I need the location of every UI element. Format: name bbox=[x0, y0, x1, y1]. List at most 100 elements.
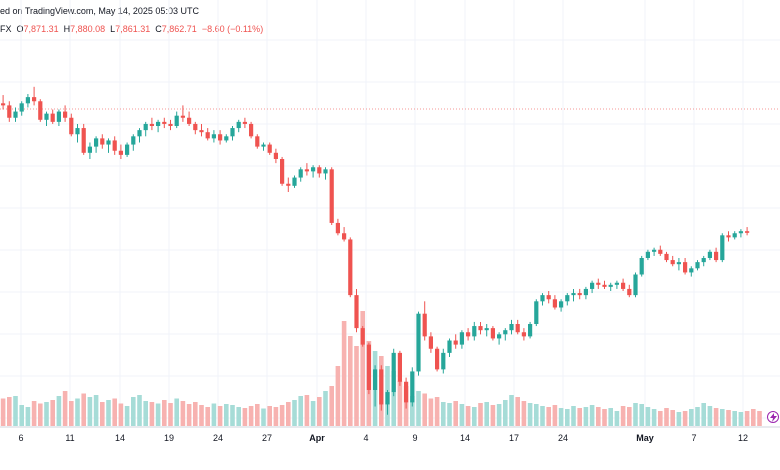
volume-bar bbox=[267, 406, 272, 426]
candle-body bbox=[156, 121, 161, 126]
lightning-bolt-icon[interactable] bbox=[767, 411, 779, 423]
candle-body bbox=[404, 381, 409, 403]
volume-bar bbox=[447, 403, 452, 426]
volume-bar bbox=[472, 407, 477, 426]
volume-bar bbox=[751, 409, 756, 426]
volume-bar bbox=[744, 411, 750, 426]
volume-bar bbox=[193, 402, 198, 426]
volume-bar bbox=[230, 405, 235, 426]
candle-body bbox=[478, 326, 483, 331]
volume-bar bbox=[583, 407, 589, 426]
volume-bar bbox=[422, 393, 427, 426]
volume-bar bbox=[44, 402, 49, 426]
candle-body bbox=[701, 258, 706, 263]
chart-grid bbox=[0, 0, 780, 427]
candle-body bbox=[596, 282, 601, 285]
volume-bar bbox=[248, 406, 254, 426]
candle-body bbox=[205, 132, 210, 139]
volume-bar bbox=[434, 397, 440, 426]
candle-body bbox=[738, 231, 743, 234]
candle-body bbox=[100, 138, 105, 145]
candle-body bbox=[391, 352, 396, 393]
volume-bar bbox=[552, 405, 558, 426]
volume-bar bbox=[31, 401, 37, 426]
volume-bar bbox=[441, 402, 446, 426]
volume-bar bbox=[589, 405, 595, 426]
candle-body bbox=[410, 371, 415, 403]
volume-bar bbox=[527, 403, 533, 426]
candle-body bbox=[559, 301, 564, 308]
candle-body bbox=[509, 324, 514, 331]
candle-body bbox=[162, 121, 167, 124]
candle-body bbox=[230, 128, 235, 137]
volume-bar bbox=[62, 391, 68, 426]
candle-body bbox=[199, 130, 204, 133]
ohlc-legend: FX O7,871.31 H7,880.08 L7,861.31 C7,862.… bbox=[0, 24, 263, 34]
candle-body bbox=[342, 233, 347, 240]
x-tick-label: 12 bbox=[738, 433, 748, 443]
candle-body bbox=[490, 328, 495, 339]
candle-body bbox=[329, 169, 334, 223]
volume-bar bbox=[540, 406, 545, 426]
candle-body bbox=[503, 330, 508, 335]
candle-body bbox=[366, 344, 371, 390]
candle-body bbox=[397, 352, 402, 382]
close-label: C bbox=[155, 24, 162, 34]
volume-bar bbox=[503, 400, 508, 426]
candle-body bbox=[131, 136, 136, 145]
candle-body bbox=[19, 103, 24, 112]
volume-bar bbox=[310, 401, 316, 426]
candle-body bbox=[466, 332, 471, 337]
candle-body bbox=[453, 340, 458, 345]
volume-bar bbox=[639, 404, 644, 426]
x-tick-label: Apr bbox=[309, 433, 325, 443]
candle-body bbox=[149, 123, 154, 126]
candle-body bbox=[261, 144, 266, 147]
candle-body bbox=[472, 326, 477, 337]
volume-bar bbox=[292, 400, 297, 426]
candle-body bbox=[174, 115, 179, 126]
candle-body bbox=[385, 392, 390, 405]
candle-body bbox=[335, 222, 340, 234]
candle-body bbox=[273, 152, 278, 159]
x-tick-label: 7 bbox=[691, 433, 696, 443]
volume-bar bbox=[397, 381, 403, 426]
candle-body bbox=[521, 332, 526, 337]
volume-bar bbox=[236, 407, 241, 426]
volume-bar bbox=[732, 411, 737, 426]
volume-bar bbox=[217, 406, 223, 426]
volume-bar bbox=[273, 407, 279, 426]
volume-bar bbox=[515, 397, 520, 426]
x-tick-label: 14 bbox=[460, 433, 470, 443]
volume-bar bbox=[149, 402, 155, 426]
candle-body bbox=[32, 97, 37, 102]
volume-bar bbox=[124, 406, 130, 426]
volume-bar bbox=[478, 403, 483, 426]
volume-bar bbox=[112, 398, 117, 426]
volume-bar bbox=[7, 397, 12, 426]
candle-body bbox=[1, 103, 6, 106]
candle-body bbox=[379, 369, 384, 405]
volume-bar bbox=[633, 403, 638, 426]
candle-body bbox=[645, 251, 650, 258]
volume-bar bbox=[602, 409, 607, 426]
candle-body bbox=[726, 235, 731, 238]
volume-bar bbox=[162, 400, 167, 426]
candle-body bbox=[484, 328, 489, 331]
volume-bar bbox=[658, 411, 663, 426]
candle-body bbox=[218, 134, 223, 141]
volume-bar bbox=[317, 397, 322, 426]
volume-bar bbox=[546, 407, 551, 426]
high-label: H bbox=[63, 24, 71, 34]
volume-bar bbox=[81, 393, 86, 426]
volume-bar bbox=[614, 411, 620, 426]
volume-bar bbox=[701, 403, 706, 426]
candle-body bbox=[441, 352, 446, 370]
volume-bar bbox=[596, 407, 601, 426]
candle-body bbox=[360, 328, 365, 345]
candle-body bbox=[187, 117, 192, 124]
candle-body bbox=[106, 140, 111, 145]
volume-bar bbox=[608, 408, 613, 426]
open-label: O bbox=[16, 24, 24, 34]
